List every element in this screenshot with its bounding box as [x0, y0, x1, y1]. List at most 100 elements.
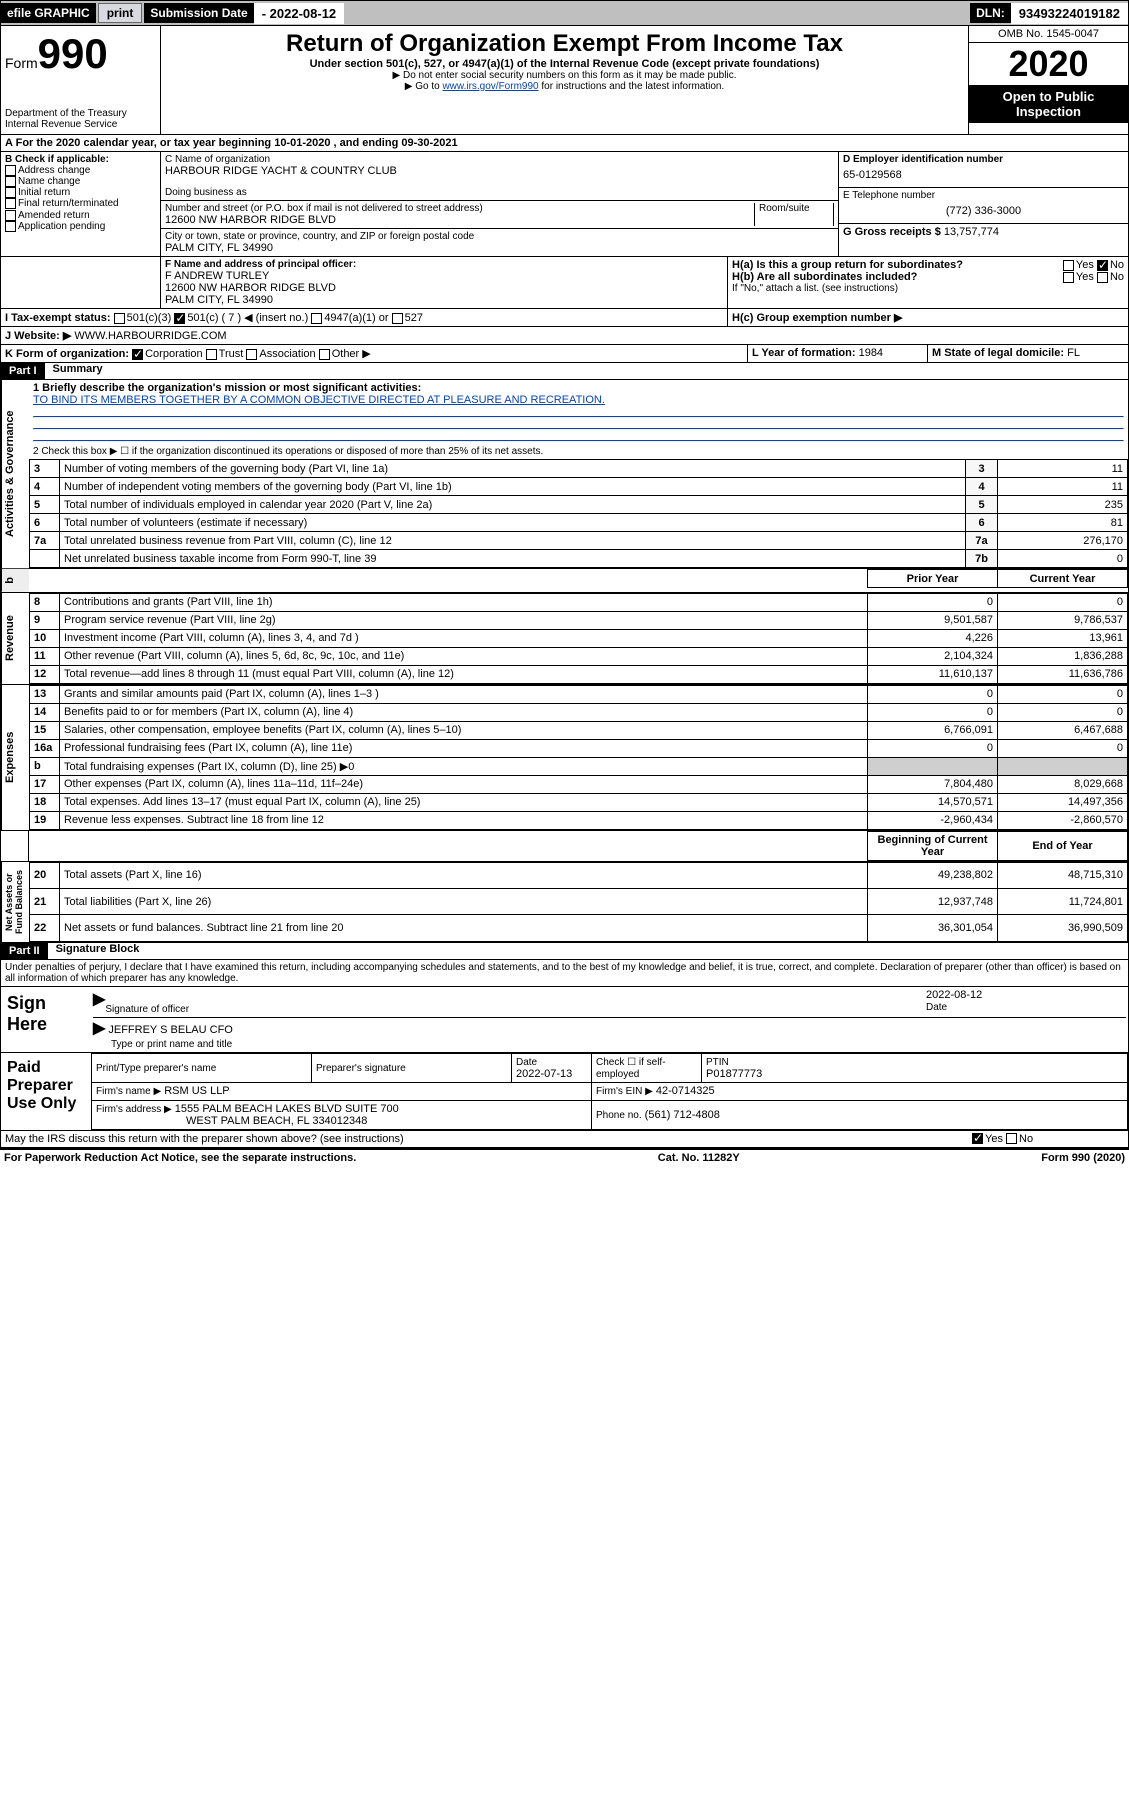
- l6-value: 81: [998, 514, 1128, 532]
- dba-label: Doing business as: [165, 187, 834, 198]
- city-label: City or town, state or province, country…: [165, 231, 834, 242]
- prior-year-header: Prior Year: [868, 570, 998, 588]
- sig-date-label: Date: [926, 1002, 947, 1013]
- form-title: Return of Organization Exempt From Incom…: [165, 30, 964, 58]
- submission-date-value: - 2022-08-12: [254, 3, 344, 24]
- section-activities-governance: Activities & Governance: [1, 380, 29, 568]
- form-number: 990: [38, 30, 108, 77]
- l5-value: 235: [998, 496, 1128, 514]
- open-public-badge: Open to Public Inspection: [969, 85, 1128, 123]
- form-sub3a: ▶ Go to: [405, 81, 440, 92]
- top-bar: efile GRAPHIC print Submission Date - 20…: [0, 0, 1129, 26]
- chk-amended-return[interactable]: [5, 210, 16, 221]
- identity-block: B Check if applicable: Address change Na…: [0, 152, 1129, 257]
- chk-other[interactable]: [319, 349, 330, 360]
- form-sub2: ▶ Do not enter social security numbers o…: [165, 70, 964, 81]
- sig-name-label: Type or print name and title: [93, 1039, 232, 1050]
- l7b-value: 0: [998, 550, 1128, 568]
- firm-addr2: WEST PALM BEACH, FL 334012348: [96, 1115, 367, 1127]
- submission-date-label: Submission Date: [144, 3, 253, 23]
- chk-application-pending[interactable]: [5, 221, 16, 232]
- l3-value: 11: [998, 460, 1128, 478]
- sig-date: 2022-08-12: [926, 989, 1126, 1001]
- chk-address-change[interactable]: [5, 165, 16, 176]
- section-expenses: Expenses: [1, 685, 29, 830]
- dln-label: DLN:: [970, 3, 1011, 23]
- chk-hb-no[interactable]: [1097, 272, 1108, 283]
- arrow-icon: ▶: [93, 989, 105, 1015]
- hb-label: H(b) Are all subordinates included?: [732, 271, 917, 283]
- preparer-label: Paid Preparer Use Only: [1, 1053, 91, 1130]
- form-label: Form: [5, 55, 38, 71]
- sig-officer-label: Signature of officer: [105, 1004, 189, 1015]
- dept-treasury: Department of the Treasury Internal Reve…: [5, 108, 156, 130]
- expenses-table: 13Grants and similar amounts paid (Part …: [29, 685, 1128, 830]
- chk-ha-yes[interactable]: [1063, 260, 1074, 271]
- officer-addr1: 12600 NW HARBOR RIDGE BLVD: [165, 282, 723, 294]
- room-label: Room/suite: [759, 203, 833, 214]
- street-label: Number and street (or P.O. box if mail i…: [165, 203, 754, 214]
- footer-cat: Cat. No. 11282Y: [658, 1152, 740, 1164]
- form-header: Form990 Department of the Treasury Inter…: [0, 26, 1129, 135]
- chk-initial-return[interactable]: [5, 187, 16, 198]
- l7a-value: 276,170: [998, 532, 1128, 550]
- preparer-block: Paid Preparer Use Only Print/Type prepar…: [0, 1053, 1129, 1131]
- chk-corp[interactable]: [132, 349, 143, 360]
- firm-ein: 42-0714325: [656, 1085, 715, 1097]
- tax-year: 2020: [969, 43, 1128, 85]
- officer-group-block: F Name and address of principal officer:…: [0, 257, 1129, 309]
- officer-addr2: PALM CITY, FL 34990: [165, 294, 723, 306]
- section-revenue: Revenue: [1, 593, 29, 684]
- state-domicile-value: FL: [1067, 347, 1080, 359]
- boc-header: Beginning of Current Year: [868, 831, 998, 860]
- chk-501c3[interactable]: [114, 313, 125, 324]
- hb-note: If "No," attach a list. (see instruction…: [732, 283, 1124, 294]
- firm-addr1: 1555 PALM BEACH LAKES BLVD SUITE 700: [175, 1103, 399, 1115]
- website-label: J Website: ▶: [5, 330, 71, 342]
- year-formation-label: L Year of formation:: [752, 347, 856, 359]
- print-button[interactable]: print: [98, 3, 143, 23]
- efile-label: efile GRAPHIC: [1, 3, 96, 23]
- tax-status-label: I Tax-exempt status:: [5, 312, 111, 324]
- box-b-label: B Check if applicable:: [5, 154, 156, 165]
- phone-value: (772) 336-3000: [843, 201, 1124, 221]
- org-name-label: C Name of organization: [165, 154, 834, 165]
- gross-receipts-value: 13,757,774: [944, 226, 999, 238]
- hc-label: H(c) Group exemption number ▶: [732, 312, 902, 324]
- chk-trust[interactable]: [206, 349, 217, 360]
- form-sub1: Under section 501(c), 527, or 4947(a)(1)…: [165, 58, 964, 70]
- line-a: A For the 2020 calendar year, or tax yea…: [1, 135, 462, 151]
- officer-name: F ANDREW TURLEY: [165, 270, 723, 282]
- chk-hb-yes[interactable]: [1063, 272, 1074, 283]
- part1-title: Summary: [45, 363, 103, 379]
- chk-discuss-no[interactable]: [1006, 1133, 1017, 1144]
- website-value: WWW.HARBOURRIDGE.COM: [74, 330, 226, 342]
- part2-badge: Part II: [1, 943, 48, 959]
- ptin-value: P01877773: [706, 1068, 762, 1080]
- chk-ha-no[interactable]: [1097, 260, 1108, 271]
- sig-name: JEFFREY S BELAU CFO: [108, 1024, 233, 1036]
- l4-value: 11: [998, 478, 1128, 496]
- chk-527[interactable]: [392, 313, 403, 324]
- irs-link[interactable]: www.irs.gov/Form990: [442, 81, 538, 92]
- chk-assoc[interactable]: [246, 349, 257, 360]
- chk-4947[interactable]: [311, 313, 322, 324]
- footer-form: Form 990 (2020): [1041, 1152, 1125, 1164]
- net-assets-table: 20Total assets (Part X, line 16)49,238,8…: [29, 862, 1128, 942]
- governance-table: 3Number of voting members of the governi…: [29, 459, 1128, 568]
- street-address: 12600 NW HARBOR RIDGE BLVD: [165, 214, 754, 226]
- eoy-header: End of Year: [998, 831, 1128, 860]
- officer-label: F Name and address of principal officer:: [165, 259, 723, 270]
- current-year-header: Current Year: [998, 570, 1128, 588]
- org-name: HARBOUR RIDGE YACHT & COUNTRY CLUB: [165, 165, 834, 177]
- section-net-assets: Net Assets or Fund Balances: [1, 862, 29, 942]
- part1-badge: Part I: [1, 363, 45, 379]
- chk-name-change[interactable]: [5, 176, 16, 187]
- arrow-icon: ▶: [93, 1020, 105, 1037]
- chk-discuss-yes[interactable]: [972, 1133, 983, 1144]
- chk-final-return[interactable]: [5, 198, 16, 209]
- gross-receipts-label: G Gross receipts $: [843, 226, 941, 238]
- perjury-text: Under penalties of perjury, I declare th…: [1, 960, 1128, 986]
- chk-501c[interactable]: [174, 313, 185, 324]
- year-formation-value: 1984: [859, 347, 883, 359]
